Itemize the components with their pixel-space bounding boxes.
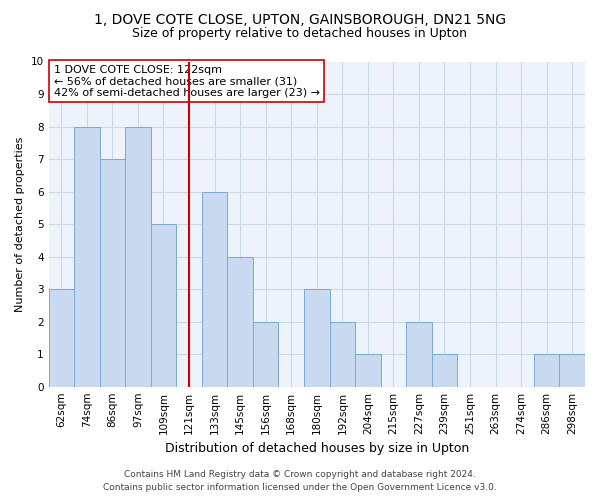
Bar	[151, 224, 176, 386]
Bar	[534, 354, 559, 386]
Bar	[329, 322, 355, 386]
Bar	[253, 322, 278, 386]
Bar	[304, 289, 329, 386]
Bar	[202, 192, 227, 386]
Bar	[406, 322, 432, 386]
Bar	[355, 354, 380, 386]
Bar	[100, 159, 125, 386]
Y-axis label: Number of detached properties: Number of detached properties	[15, 136, 25, 312]
Bar	[74, 126, 100, 386]
Text: 1 DOVE COTE CLOSE: 122sqm
← 56% of detached houses are smaller (31)
42% of semi-: 1 DOVE COTE CLOSE: 122sqm ← 56% of detac…	[54, 65, 320, 98]
Bar	[227, 256, 253, 386]
Text: 1, DOVE COTE CLOSE, UPTON, GAINSBOROUGH, DN21 5NG: 1, DOVE COTE CLOSE, UPTON, GAINSBOROUGH,…	[94, 12, 506, 26]
Bar	[559, 354, 585, 386]
Text: Contains HM Land Registry data © Crown copyright and database right 2024.
Contai: Contains HM Land Registry data © Crown c…	[103, 470, 497, 492]
X-axis label: Distribution of detached houses by size in Upton: Distribution of detached houses by size …	[164, 442, 469, 455]
Bar	[125, 126, 151, 386]
Bar	[49, 289, 74, 386]
Bar	[432, 354, 457, 386]
Text: Size of property relative to detached houses in Upton: Size of property relative to detached ho…	[133, 28, 467, 40]
